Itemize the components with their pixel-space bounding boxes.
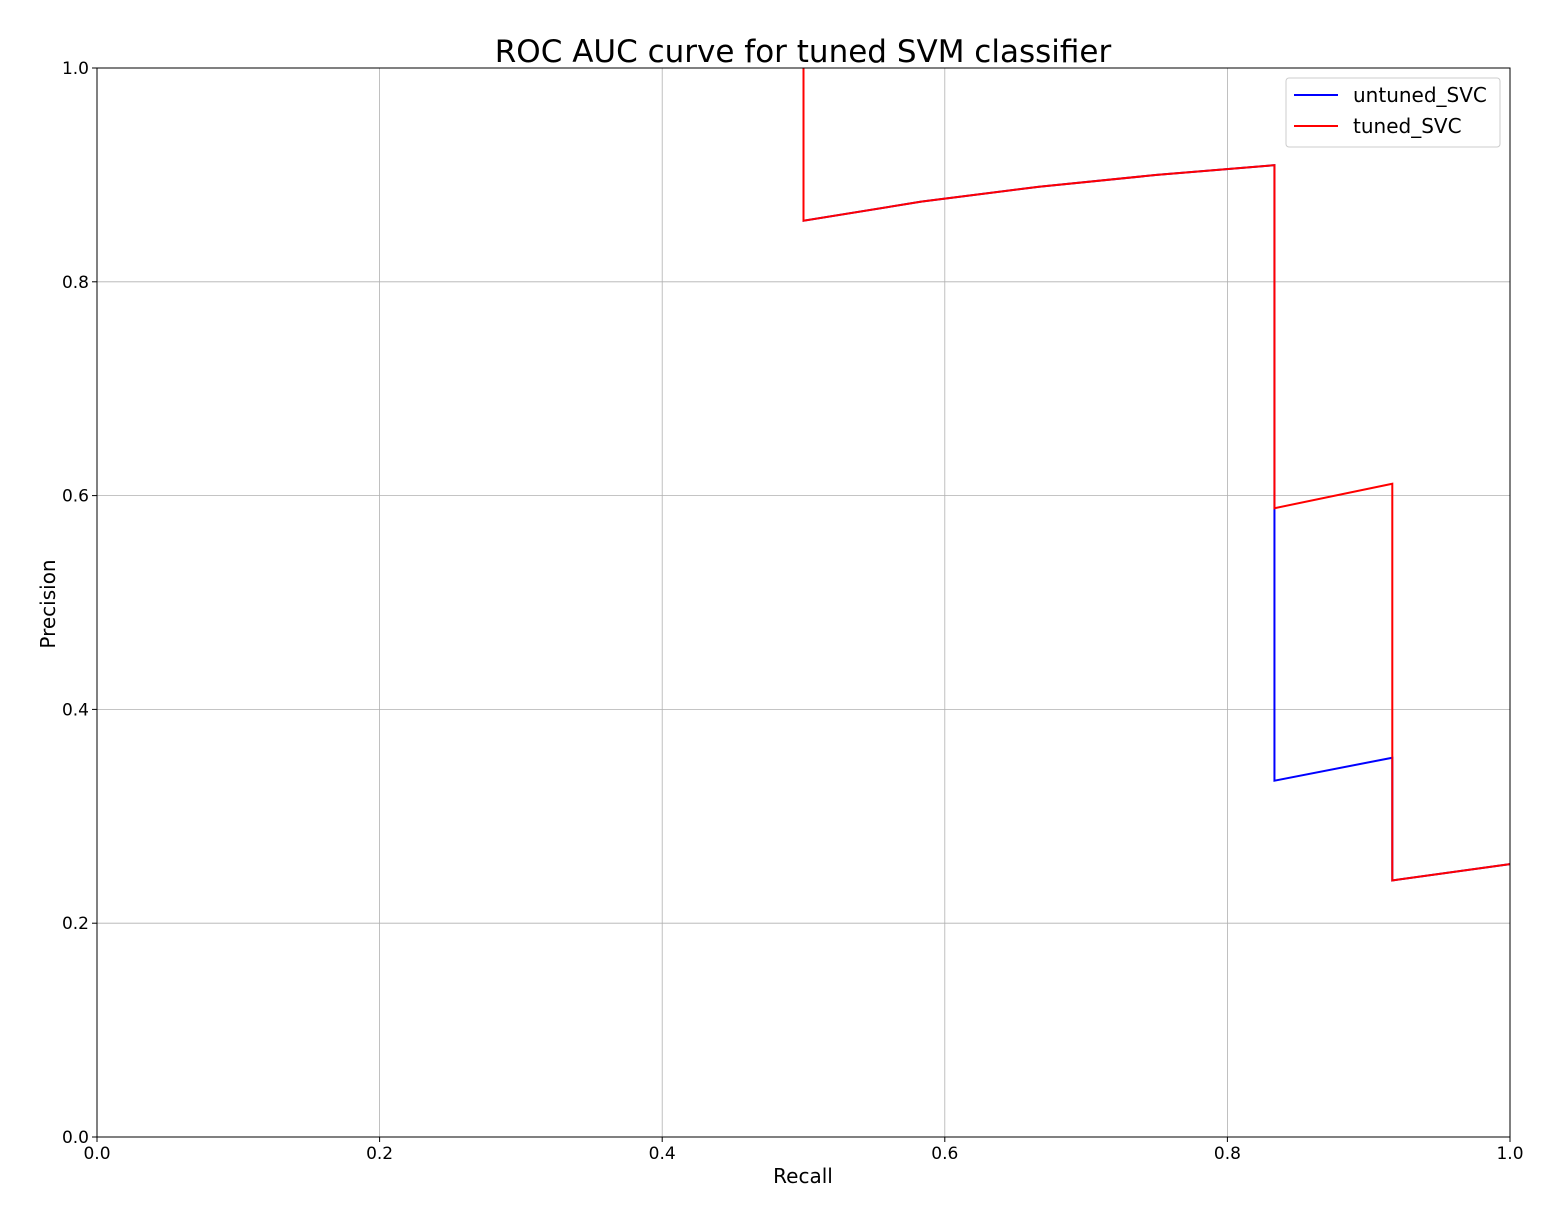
legend-label-tuned-svc: tuned_SVC	[1353, 114, 1462, 138]
plot-frame	[96, 67, 1511, 1138]
y-tick-label: 1.0	[62, 59, 89, 79]
legend-label-untuned-svc: untuned_SVC	[1353, 83, 1487, 107]
x-tick-label: 0.0	[83, 1144, 110, 1164]
x-tick-label: 0.8	[1214, 1144, 1241, 1164]
chart-title: ROC AUC curve for tuned SVM classifier	[495, 34, 1112, 70]
legend-box	[1285, 77, 1501, 148]
legend: untuned_SVC tuned_SVC	[1285, 77, 1501, 148]
plot-series	[802, 68, 1511, 882]
x-tick-label: 1.0	[1496, 1144, 1523, 1164]
series-line-tuned-svc	[802, 68, 1511, 882]
y-tick-label: 0.0	[62, 1128, 89, 1148]
y-tick-label: 0.2	[62, 914, 89, 934]
x-tick-label: 0.4	[649, 1144, 676, 1164]
x-tick-label: 0.6	[931, 1144, 958, 1164]
axis-ticks: 0.0 0.2 0.4 0.6 0.8 1.0 0.0 0.2 0.4 0.6 0.8 1.0	[62, 59, 1524, 1164]
y-tick-label: 0.6	[62, 487, 89, 507]
y-tick-label: 0.4	[62, 700, 89, 720]
x-tick-label: 0.2	[366, 1144, 393, 1164]
y-tick-label: 0.8	[62, 273, 89, 293]
y-axis-label: Precision	[36, 559, 60, 648]
x-axis-label: Recall	[773, 1164, 833, 1188]
